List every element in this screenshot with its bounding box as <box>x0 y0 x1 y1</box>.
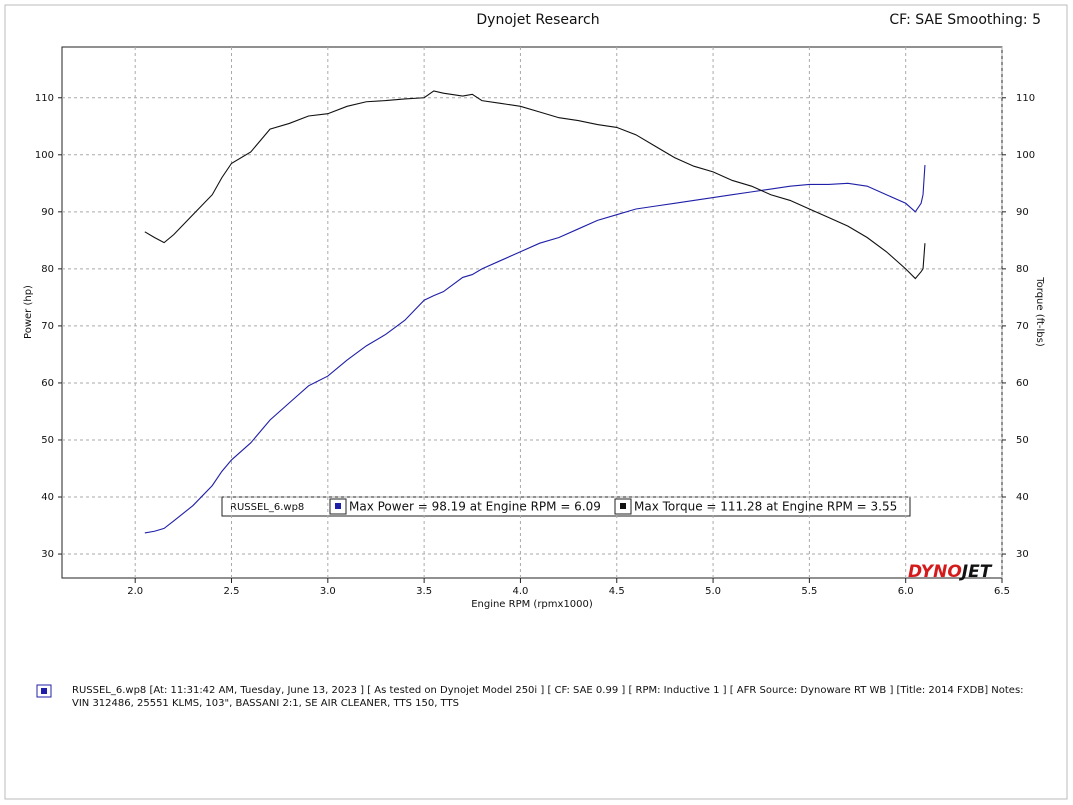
y2-tick-label: 100 <box>1016 150 1035 161</box>
x-tick-label: 6.0 <box>898 586 914 597</box>
x-tick-label: 2.0 <box>127 586 143 597</box>
y2-tick-label: 110 <box>1016 93 1035 104</box>
notes-swatch-fill <box>41 688 47 694</box>
y-tick-label: 90 <box>41 207 54 218</box>
notes: RUSSEL_6.wp8 [At: 11:31:42 AM, Tuesday, … <box>72 685 1024 709</box>
logo: DYNOJET <box>908 562 993 582</box>
legend-swatch-fill <box>335 503 341 509</box>
y2-tick-label: 60 <box>1016 378 1029 389</box>
chart-title: Dynojet Research <box>476 12 599 28</box>
y-tick-label: 60 <box>41 378 54 389</box>
y2-tick-label: 30 <box>1016 549 1029 560</box>
y2-tick-label: 90 <box>1016 207 1029 218</box>
legend-label: Max Power = 98.19 at Engine RPM = 6.09 <box>349 500 601 514</box>
x-tick-label: 4.5 <box>609 586 625 597</box>
x-axis-label: Engine RPM (rpmx1000) <box>471 599 593 610</box>
x-tick-label: 3.5 <box>416 586 432 597</box>
frame <box>4 4 1068 800</box>
y-tick-label: 40 <box>41 492 54 503</box>
y-tick-label: 50 <box>41 435 54 446</box>
legend-label: Max Torque = 111.28 at Engine RPM = 3.55 <box>634 500 897 514</box>
x-tick-label: 3.0 <box>320 586 336 597</box>
y2-tick-label: 80 <box>1016 264 1029 275</box>
y2-tick-label: 40 <box>1016 492 1029 503</box>
series-line <box>144 165 926 534</box>
y-tick-label: 70 <box>41 321 54 332</box>
x-tick-label: 5.5 <box>801 586 817 597</box>
y2-tick-label: 50 <box>1016 435 1029 446</box>
x-tick-label: 6.5 <box>994 586 1010 597</box>
y-tick-label: 110 <box>35 93 54 104</box>
x-tick-label: 2.5 <box>224 586 240 597</box>
y2-tick-label: 70 <box>1016 321 1029 332</box>
y2-axis-label: Torque (ft-lbs) <box>1034 276 1045 347</box>
x-tick-label: 4.0 <box>512 586 528 597</box>
chart-subtitle: CF: SAE Smoothing: 5 <box>889 12 1041 28</box>
legend-swatch-fill <box>620 503 626 509</box>
legend-title: RUSSEL_6.wp8 <box>230 502 304 513</box>
y-tick-label: 30 <box>41 549 54 560</box>
x-tick-label: 5.0 <box>705 586 721 597</box>
series-line <box>144 90 926 280</box>
y-tick-label: 80 <box>41 264 54 275</box>
y-tick-label: 100 <box>35 150 54 161</box>
y-axis-label: Power (hp) <box>23 285 34 339</box>
